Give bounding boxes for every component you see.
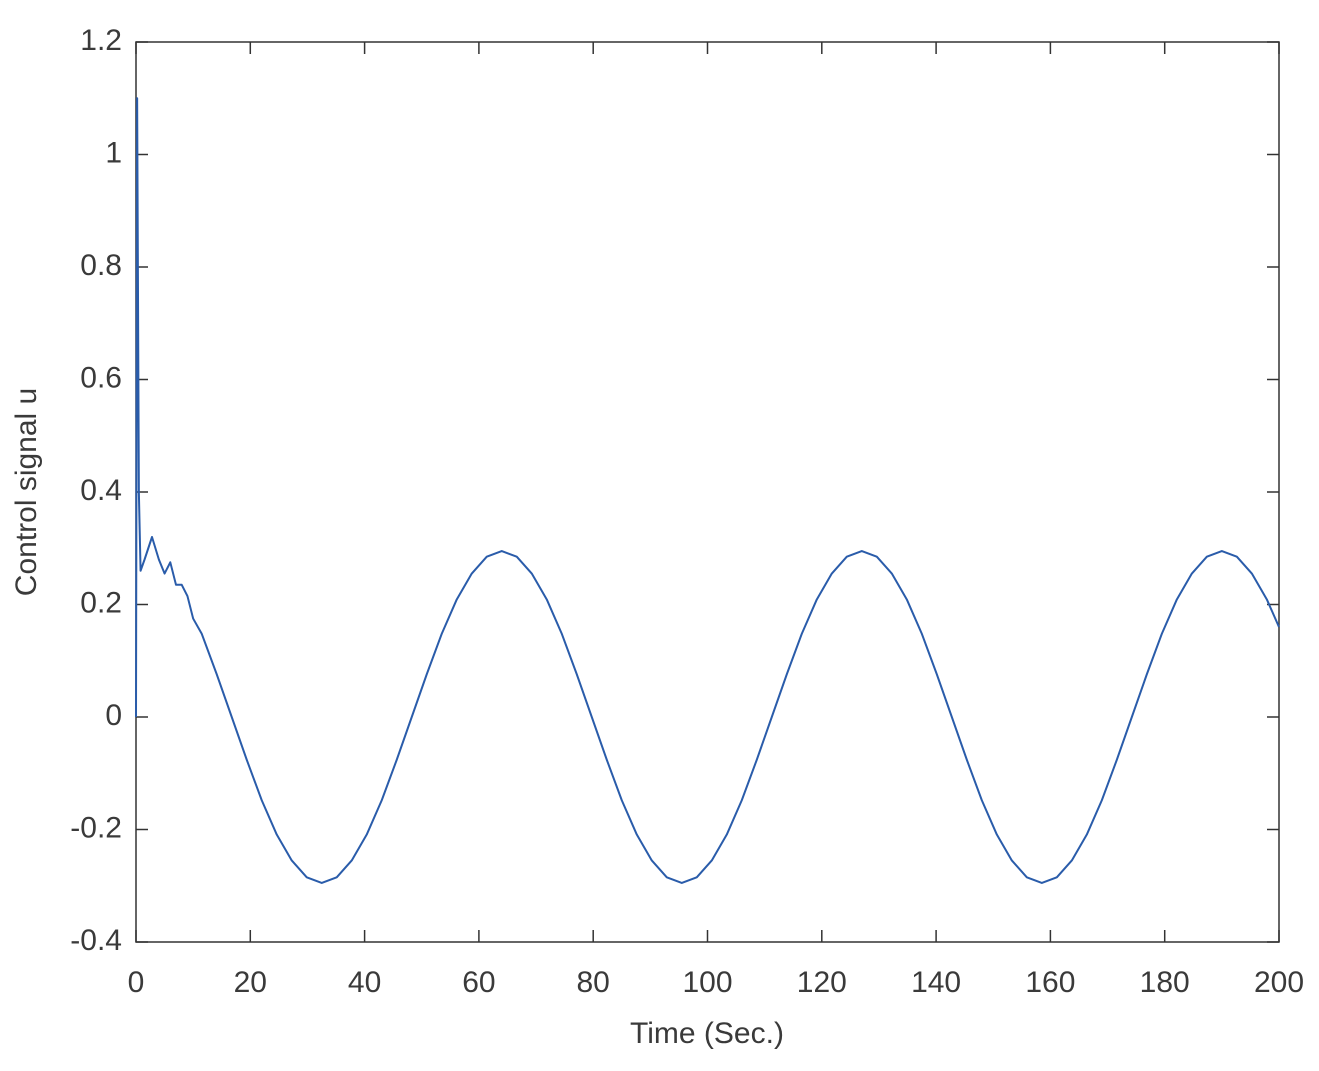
x-tick-label: 160: [1025, 966, 1075, 999]
y-tick-label: 0.4: [80, 474, 122, 507]
x-tick-label: 180: [1140, 966, 1190, 999]
y-tick-label: -0.4: [70, 924, 122, 957]
x-tick-label: 140: [911, 966, 961, 999]
x-tick-label: 20: [234, 966, 267, 999]
x-tick-label: 60: [462, 966, 495, 999]
axes-box: [135, 41, 1280, 943]
x-tick-label: 80: [577, 966, 610, 999]
y-tick-label: 1.2: [80, 24, 122, 57]
y-tick-label: -0.2: [70, 811, 122, 844]
y-tick-label: 0.6: [80, 361, 122, 394]
y-tick-label: 0.8: [80, 249, 122, 282]
x-tick-label: 120: [797, 966, 847, 999]
x-tick-label: 40: [348, 966, 381, 999]
y-tick-label: 0: [105, 699, 122, 732]
x-tick-label: 0: [128, 966, 145, 999]
y-tick-label: 1: [105, 136, 122, 169]
x-tick-label: 100: [682, 966, 732, 999]
x-tick-label: 200: [1254, 966, 1304, 999]
y-tick-label: 0.2: [80, 586, 122, 619]
y-axis-label: Control signal u: [10, 388, 43, 596]
x-axis-label: Time (Sec.): [630, 1017, 784, 1050]
data-line: [135, 97, 1280, 884]
